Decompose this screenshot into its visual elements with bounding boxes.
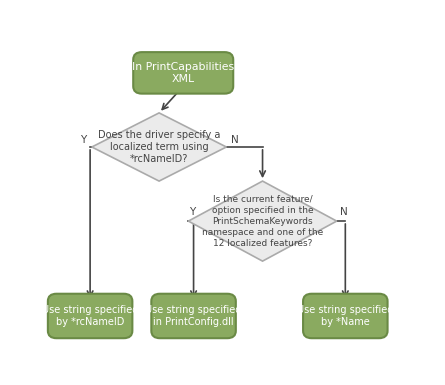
Text: Use string specified
in PrintConfig.dll: Use string specified in PrintConfig.dll xyxy=(146,305,242,327)
Text: N: N xyxy=(340,207,348,217)
Polygon shape xyxy=(92,113,227,181)
FancyBboxPatch shape xyxy=(151,294,236,338)
Text: Does the driver specify a
localized term using
*rcNameID?: Does the driver specify a localized term… xyxy=(98,130,220,164)
Text: Y: Y xyxy=(80,135,86,145)
Text: In PrintCapabilities
XML: In PrintCapabilities XML xyxy=(132,62,234,84)
Text: Y: Y xyxy=(189,207,195,217)
FancyBboxPatch shape xyxy=(303,294,388,338)
Polygon shape xyxy=(188,181,337,261)
Text: Use string specified
by *rcNameID: Use string specified by *rcNameID xyxy=(42,305,138,327)
Text: Use string specified
by *Name: Use string specified by *Name xyxy=(297,305,393,327)
FancyBboxPatch shape xyxy=(48,294,132,338)
Text: N: N xyxy=(231,135,239,145)
Text: Is the current feature/
option specified in the
PrintSchemaKeywords
namespace an: Is the current feature/ option specified… xyxy=(202,194,323,248)
FancyBboxPatch shape xyxy=(133,52,233,94)
